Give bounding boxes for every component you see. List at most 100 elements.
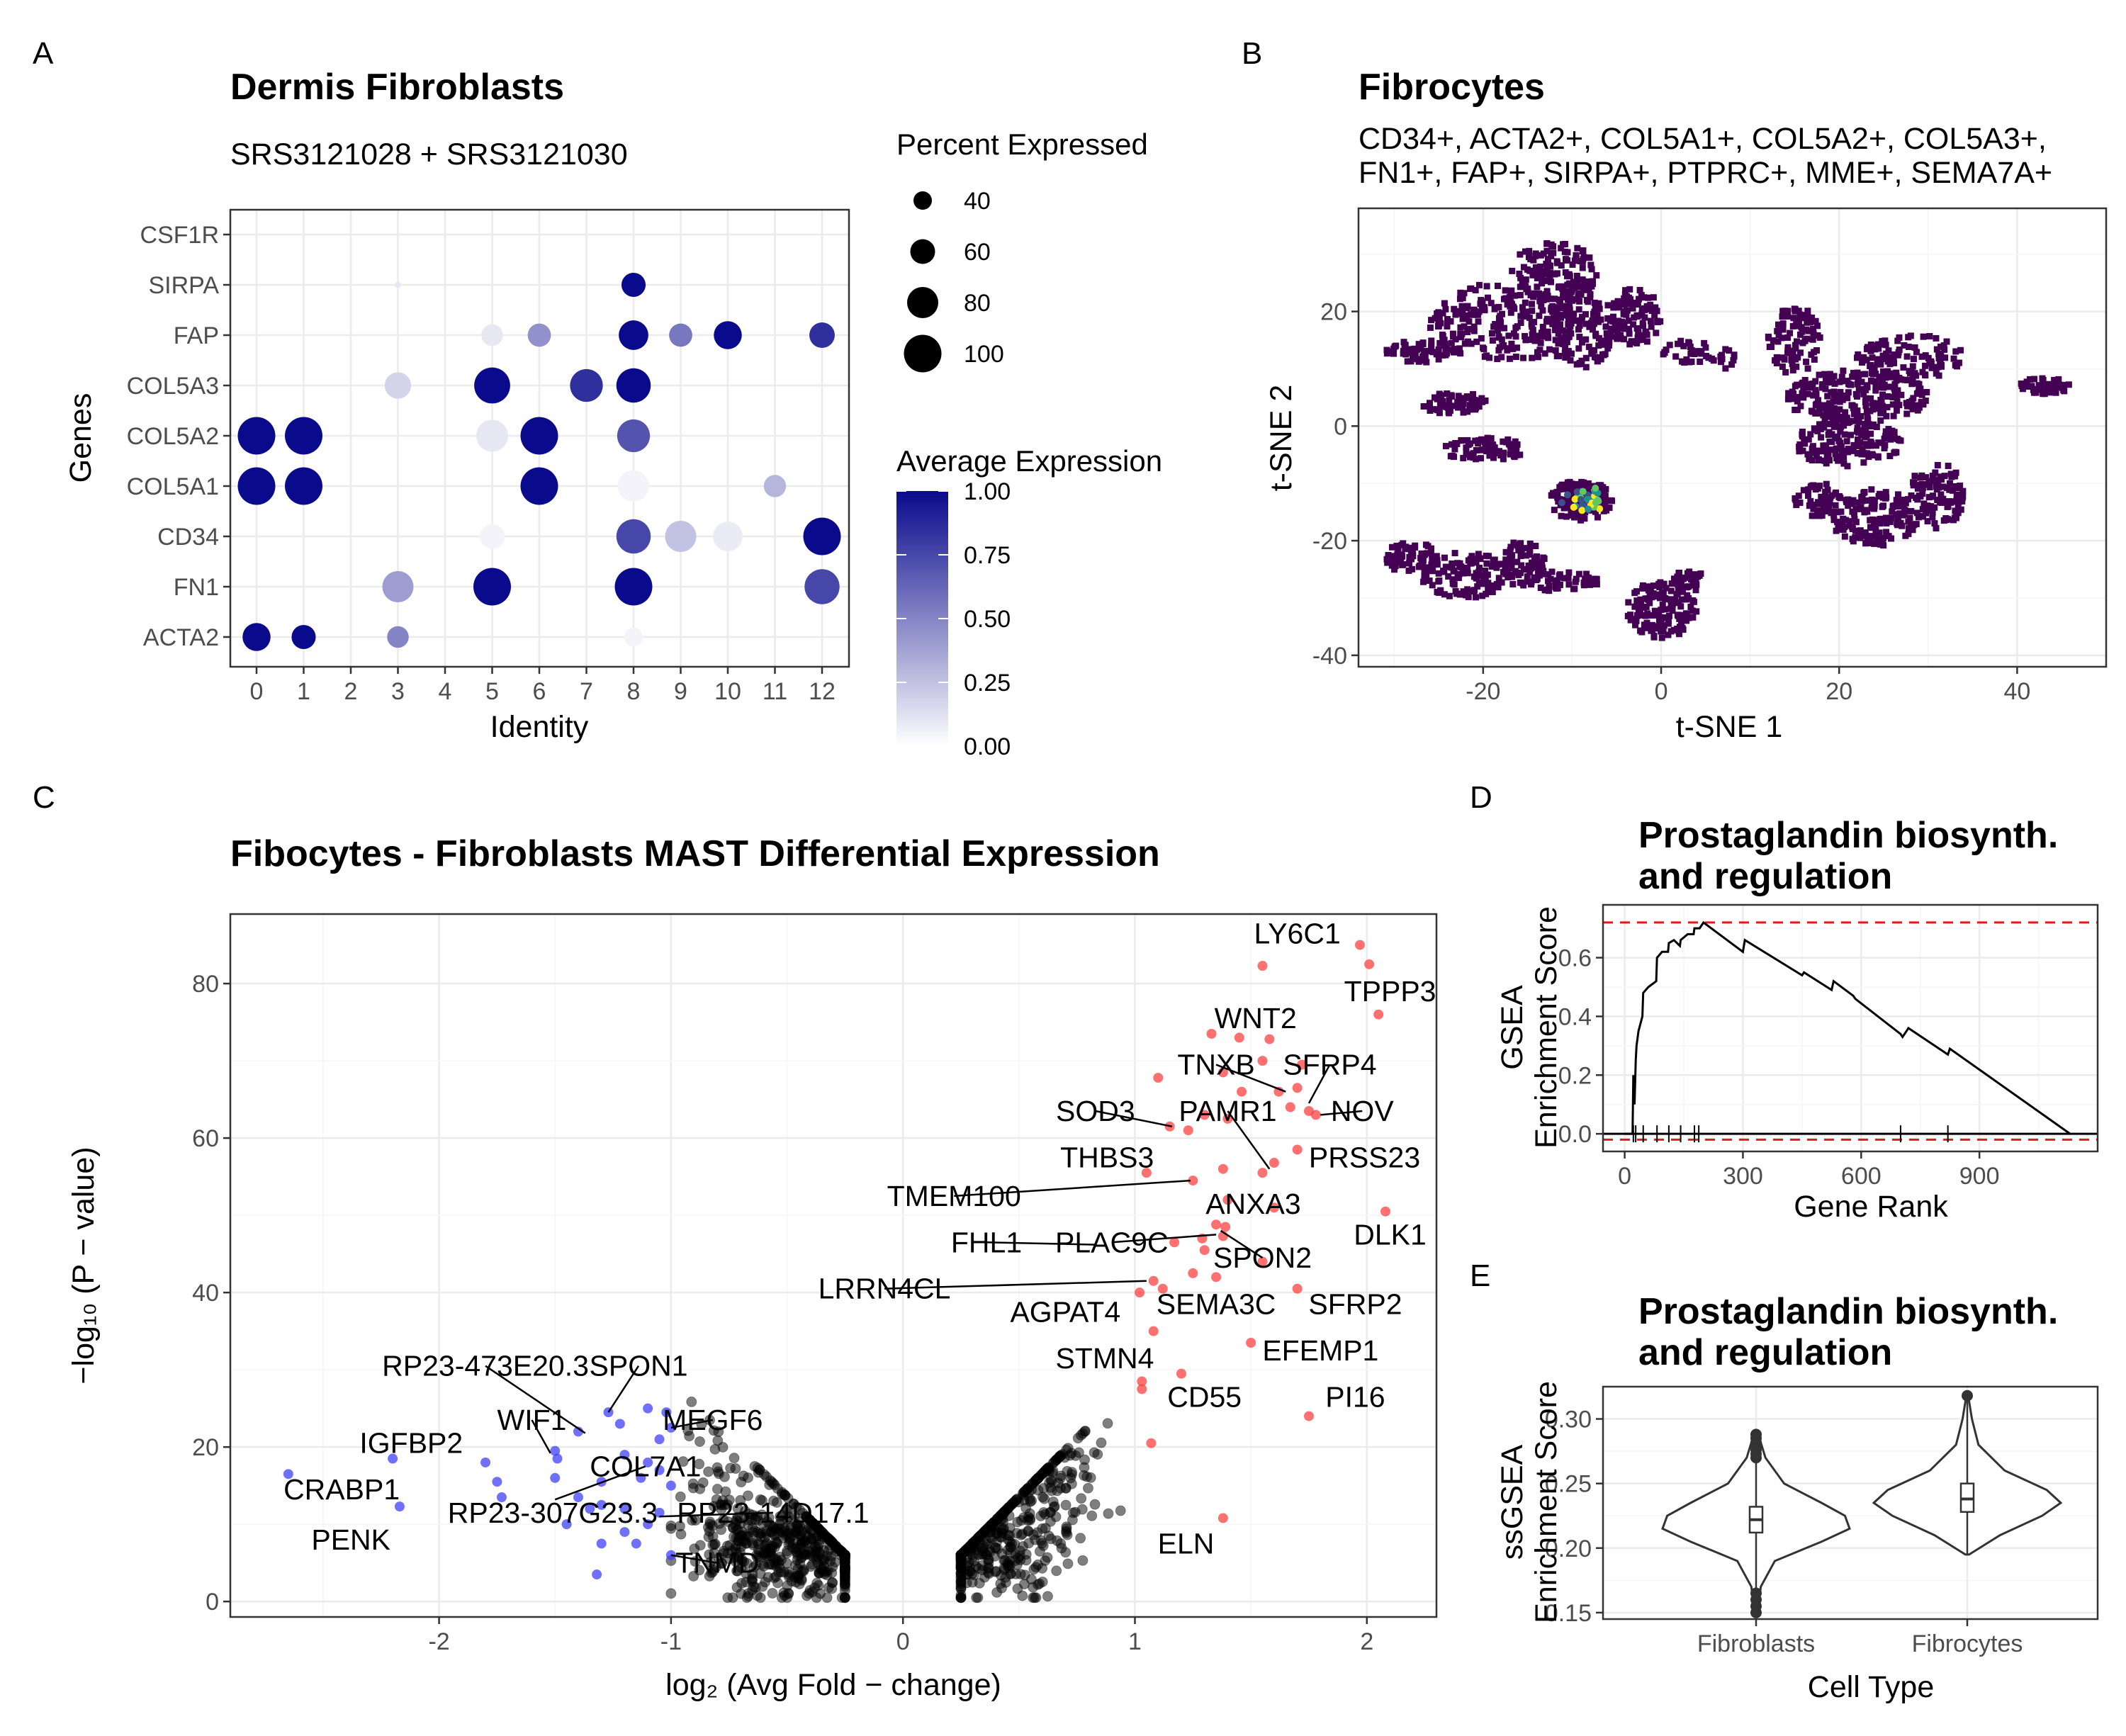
c-gene-ns-3-6 bbox=[697, 1477, 709, 1488]
a-size-legend-label-40: 40 bbox=[964, 188, 991, 215]
b-cell-0-215 bbox=[1507, 300, 1514, 307]
b-cell-0-54 bbox=[1452, 311, 1459, 318]
b-cell-8-31 bbox=[1784, 349, 1792, 356]
c-gene-ns-3-67 bbox=[804, 1515, 816, 1526]
b-cell-9-161 bbox=[1838, 378, 1845, 385]
b-cell-16-63 bbox=[1490, 449, 1497, 456]
b-cell-3-146 bbox=[1573, 361, 1580, 368]
b-cell-3-92 bbox=[1566, 327, 1573, 334]
b-cell-3-64 bbox=[1604, 302, 1612, 309]
c-gene-ns-1-186 bbox=[1037, 1540, 1049, 1551]
c-gene-ns-0-275 bbox=[727, 1592, 738, 1603]
b-cell-3-107 bbox=[1564, 295, 1571, 303]
c-gene-ns-0-325 bbox=[741, 1592, 753, 1603]
b-fibrocyte-2 bbox=[1596, 505, 1604, 513]
c-gene-ns-1-208 bbox=[1043, 1531, 1054, 1542]
b-cell-16-8 bbox=[1507, 451, 1514, 458]
b-cell-9-40 bbox=[1862, 395, 1869, 402]
b-cell-9-114 bbox=[1830, 405, 1838, 412]
b-cell-13-132 bbox=[1857, 531, 1864, 539]
b-cell-12-47 bbox=[1940, 483, 1947, 490]
b-cell-13-49 bbox=[1915, 514, 1922, 521]
b-cell-10-99 bbox=[1877, 361, 1884, 368]
b-cell-5-41 bbox=[1446, 397, 1453, 404]
b-fibrocyte-7 bbox=[1579, 501, 1587, 509]
b-cell-8-69 bbox=[1804, 313, 1811, 320]
b-cell-3-145 bbox=[1568, 320, 1575, 327]
b-cell-1-38 bbox=[1433, 351, 1440, 358]
b-cell-6-29 bbox=[1688, 359, 1695, 366]
b-cell-11-87 bbox=[1809, 456, 1816, 463]
b-cell-20-61 bbox=[1507, 547, 1514, 554]
b-cell-9-212 bbox=[1810, 392, 1817, 399]
b-cell-13-126 bbox=[1902, 500, 1909, 507]
c-label-leader-RP23-473E20.3 bbox=[485, 1365, 586, 1434]
b-cell-2-57 bbox=[1517, 251, 1524, 258]
e-outlier-Fibroblasts-10 bbox=[1750, 1428, 1762, 1441]
b-cell-11-108 bbox=[1837, 428, 1844, 435]
a-dot-FN1-3 bbox=[382, 571, 414, 602]
b-cell-14-2 bbox=[1793, 502, 1800, 509]
c-label-AGPAT4: AGPAT4 bbox=[1010, 1295, 1120, 1328]
a-xtick-label-6: 6 bbox=[533, 678, 546, 705]
b-cell-16-67 bbox=[1448, 441, 1455, 448]
b-cell-4-56 bbox=[1612, 322, 1619, 329]
b-cell-22-136 bbox=[1658, 623, 1665, 630]
b-cell-17-19 bbox=[1558, 512, 1565, 519]
c-gene-ns-0-455 bbox=[809, 1582, 821, 1594]
c-label-leader-WIF1 bbox=[531, 1419, 551, 1454]
b-cell-3-122 bbox=[1575, 326, 1582, 333]
c-gene-ns-3-33 bbox=[794, 1504, 806, 1516]
b-cell-3-119 bbox=[1564, 303, 1571, 310]
b-cell-18-57 bbox=[1418, 558, 1425, 565]
b-cell-8-60 bbox=[1789, 350, 1796, 357]
b-cell-11-72 bbox=[1838, 443, 1845, 450]
b-cell-8-46 bbox=[1782, 368, 1789, 376]
b-cell-4-78 bbox=[1629, 299, 1636, 306]
c-gene-ns-1-315 bbox=[1011, 1528, 1023, 1539]
a-dot-CD34-10 bbox=[713, 522, 743, 551]
b-cell-17-148 bbox=[1568, 511, 1575, 518]
b-cell-0-176 bbox=[1557, 321, 1564, 328]
b-cell-16-65 bbox=[1497, 452, 1504, 459]
b-cell-18-62 bbox=[1428, 545, 1435, 552]
b-cell-22-98 bbox=[1650, 633, 1658, 641]
b-cell-3-26 bbox=[1575, 306, 1582, 313]
b-cell-8-35 bbox=[1810, 325, 1817, 332]
b-cell-12-69 bbox=[1924, 507, 1931, 514]
b-cell-9-156 bbox=[1864, 383, 1871, 390]
b-cell-15-40 bbox=[2059, 385, 2066, 392]
b-cell-17-64 bbox=[1560, 505, 1568, 512]
b-cell-14-27 bbox=[1826, 505, 1833, 512]
c-gene-up-45 bbox=[1176, 1368, 1186, 1379]
b-cell-11-106 bbox=[1867, 442, 1874, 449]
b-cell-9-94 bbox=[1819, 381, 1826, 388]
b-cell-22-122 bbox=[1656, 614, 1663, 621]
b-cell-4-15 bbox=[1615, 317, 1622, 325]
c-gene-ns-3-41 bbox=[702, 1521, 714, 1533]
c-gene-ns-2-20 bbox=[1103, 1508, 1114, 1519]
b-cell-22-108 bbox=[1650, 582, 1657, 590]
c-label-LY6C1: LY6C1 bbox=[1254, 917, 1340, 949]
c-label-leader-TMEM100 bbox=[954, 1179, 1191, 1197]
b-cell-0-184 bbox=[1504, 300, 1511, 308]
a-dot-FAP-5 bbox=[481, 324, 503, 346]
b-ytick-label-20: 20 bbox=[1320, 299, 1347, 326]
b-cell-2-97 bbox=[1588, 283, 1595, 290]
b-cell-15-46 bbox=[2051, 381, 2058, 388]
c-gene-ns-2-1 bbox=[1032, 1527, 1043, 1538]
b-cell-5-16 bbox=[1431, 394, 1438, 401]
c-gene-ns-3-20 bbox=[776, 1515, 787, 1526]
c-gene-ns-0-403 bbox=[811, 1592, 822, 1603]
a-size-legend-dot-80 bbox=[907, 287, 938, 318]
b-cell-18-65 bbox=[1430, 557, 1437, 564]
b-cell-18-63 bbox=[1406, 546, 1413, 553]
b-cell-9-151 bbox=[1813, 400, 1820, 407]
b-cell-8-27 bbox=[1768, 343, 1775, 350]
b-cell-12-20 bbox=[1945, 463, 1952, 470]
b-cell-22-115 bbox=[1693, 608, 1700, 615]
c-gene-up-40 bbox=[1157, 1283, 1168, 1294]
b-cell-3-132 bbox=[1564, 353, 1571, 360]
panel-c-grid bbox=[230, 914, 1436, 1617]
